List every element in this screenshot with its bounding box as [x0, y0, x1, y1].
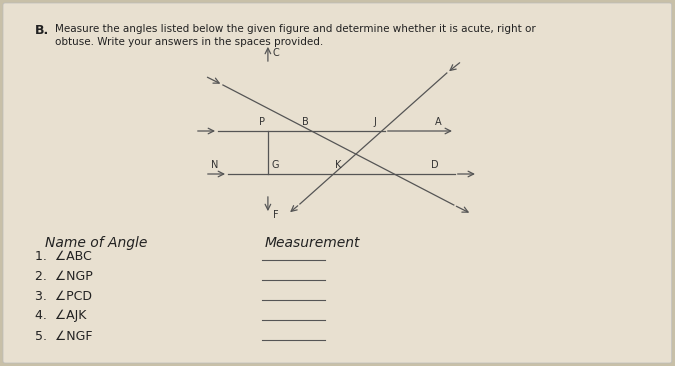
Text: Measure the angles listed below the given figure and determine whether it is acu: Measure the angles listed below the give… — [55, 24, 536, 47]
Text: B.: B. — [35, 24, 49, 37]
Text: 2.  ∠NGP: 2. ∠NGP — [35, 269, 92, 283]
Text: A: A — [435, 117, 441, 127]
Text: B: B — [302, 117, 308, 127]
FancyBboxPatch shape — [3, 3, 672, 363]
Text: C: C — [273, 48, 279, 58]
Text: 4.  ∠AJK: 4. ∠AJK — [35, 310, 86, 322]
Text: F: F — [273, 210, 279, 220]
Text: 3.  ∠PCD: 3. ∠PCD — [35, 290, 92, 303]
Text: J: J — [373, 117, 376, 127]
Text: K: K — [335, 160, 341, 170]
Text: G: G — [271, 160, 279, 170]
Text: D: D — [431, 160, 439, 170]
Text: Name of Angle: Name of Angle — [45, 236, 147, 250]
Text: P: P — [259, 117, 265, 127]
Text: 5.  ∠NGF: 5. ∠NGF — [35, 329, 92, 343]
Text: N: N — [211, 160, 219, 170]
Text: Measurement: Measurement — [265, 236, 360, 250]
Text: 1.  ∠ABC: 1. ∠ABC — [35, 250, 92, 262]
